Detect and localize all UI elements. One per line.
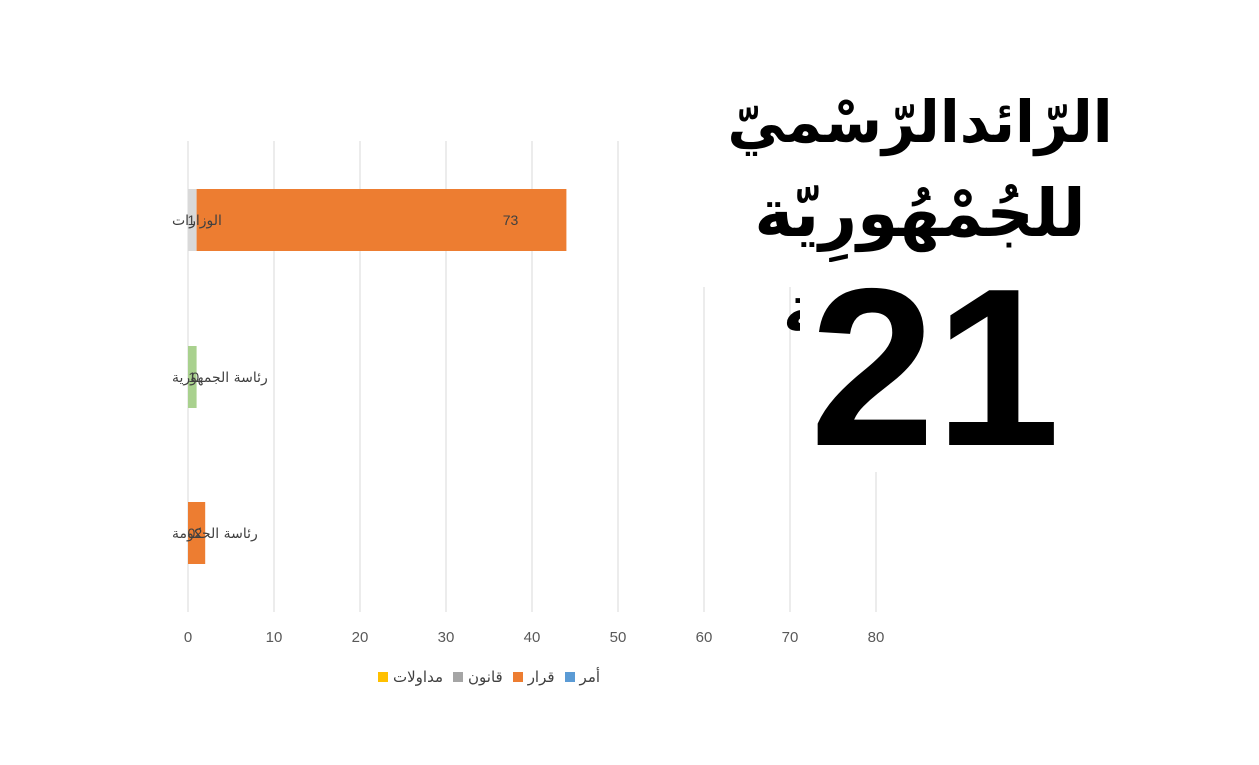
legend-item: قانون	[453, 668, 503, 686]
x-tick-label: 30	[438, 629, 455, 646]
bars	[188, 189, 567, 564]
category-labels: الوزارات رئاسة الجمهورية رئاسة الحكومة	[172, 213, 268, 542]
data-label: 0	[191, 369, 199, 385]
data-label: 0	[188, 525, 196, 541]
legend-item: مداولات	[378, 668, 443, 686]
data-label: 73	[503, 212, 519, 228]
x-tick-label: 80	[868, 629, 885, 646]
legend-swatch	[453, 672, 463, 682]
bar	[188, 189, 197, 251]
x-tick-label: 10	[266, 629, 283, 646]
x-tick-label: 70	[782, 629, 799, 646]
data-label: 1	[188, 212, 196, 228]
x-tick-label: 20	[352, 629, 369, 646]
legend-swatch	[512, 672, 523, 682]
x-tick-label: 50	[610, 629, 627, 646]
masthead-title-line1: الرّائدالرّسْميّ	[727, 88, 1113, 156]
data-label: 1	[188, 369, 196, 385]
data-label: 2	[194, 525, 202, 541]
x-tick-label: 40	[524, 629, 541, 646]
x-tick-label: 60	[696, 629, 713, 646]
chart-legend: أمر قرار قانون مداولات	[378, 666, 600, 688]
legend-label: قرار	[527, 668, 555, 686]
x-tick-labels: 0 10 20 30 40 50 60 70 80	[184, 629, 885, 646]
legend-swatch	[378, 672, 388, 682]
legend-item: قرار	[512, 668, 555, 686]
legend-label: قانون	[468, 668, 503, 686]
legend-swatch	[564, 672, 575, 682]
legend-label: مداولات	[393, 668, 443, 686]
legend-label: أمر	[579, 668, 601, 686]
category-label: الوزارات	[172, 213, 222, 229]
bar	[188, 346, 197, 408]
category-label: رئاسة الحكومة	[172, 526, 258, 542]
category-label: رئاسة الجمهورية	[172, 370, 268, 386]
issue-number: 21	[800, 255, 1070, 480]
bar	[188, 502, 206, 564]
x-tick-label: 0	[184, 629, 192, 646]
bar	[196, 189, 567, 251]
legend-item: أمر	[564, 668, 601, 686]
